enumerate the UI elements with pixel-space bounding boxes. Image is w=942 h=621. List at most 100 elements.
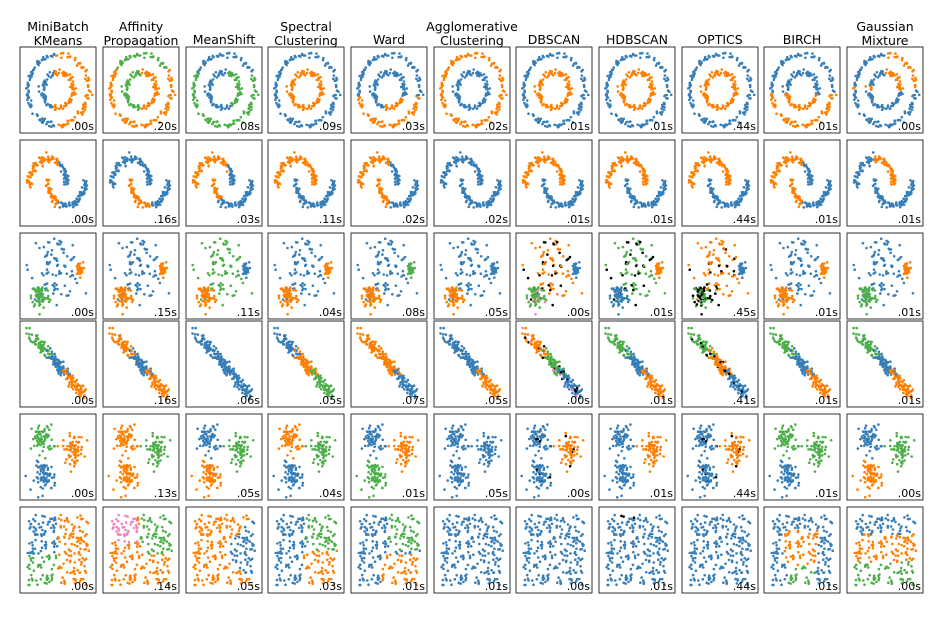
data-point — [720, 68, 723, 71]
data-point — [134, 105, 137, 109]
data-point — [703, 164, 706, 168]
data-point — [296, 124, 299, 128]
data-point — [898, 80, 902, 83]
data-point — [439, 93, 443, 97]
data-point — [83, 108, 87, 111]
data-point — [716, 105, 719, 109]
data-point — [723, 72, 726, 75]
data-point — [143, 56, 146, 60]
data-point — [45, 83, 48, 86]
data-point — [826, 110, 829, 113]
data-point — [204, 156, 208, 160]
data-point — [216, 196, 219, 199]
data-point — [865, 118, 869, 121]
data-point — [498, 74, 502, 77]
data-point — [805, 107, 809, 111]
data-point — [53, 205, 57, 209]
data-point — [440, 98, 443, 102]
data-point — [377, 120, 381, 124]
data-point — [330, 110, 333, 113]
data-point — [738, 199, 742, 203]
data-point — [533, 63, 536, 67]
data-point — [83, 191, 86, 195]
data-point — [309, 123, 313, 127]
data-point — [374, 86, 377, 90]
data-point — [84, 185, 87, 188]
data-point — [544, 71, 548, 74]
data-point — [27, 96, 31, 99]
data-point — [632, 70, 636, 74]
data-point — [250, 77, 253, 81]
data-point — [737, 203, 741, 207]
data-point — [910, 101, 914, 105]
data-point — [321, 58, 325, 62]
data-point — [220, 198, 223, 201]
data-point — [624, 178, 628, 181]
data-point — [815, 75, 818, 79]
data-point — [236, 86, 240, 89]
data-point — [495, 113, 498, 116]
data-point — [811, 78, 815, 82]
data-point — [297, 104, 301, 107]
data-point — [812, 73, 816, 76]
data-point — [620, 55, 624, 59]
data-point — [804, 56, 807, 60]
data-point — [395, 102, 398, 105]
data-point — [160, 194, 164, 198]
data-point — [895, 55, 898, 59]
data-point — [444, 173, 447, 177]
data-point — [331, 101, 335, 105]
data-point — [209, 95, 212, 99]
data-point — [233, 52, 236, 55]
data-point — [478, 102, 481, 105]
data-point — [59, 104, 63, 107]
data-point — [449, 113, 453, 117]
data-point — [687, 87, 690, 90]
data-point — [137, 105, 140, 109]
data-point — [313, 174, 316, 178]
data-point — [716, 198, 719, 201]
data-point — [236, 92, 240, 95]
data-point — [412, 107, 415, 110]
data-point — [443, 182, 446, 186]
data-point — [441, 74, 444, 78]
data-point — [543, 186, 547, 190]
data-point — [654, 64, 658, 67]
data-point — [304, 163, 308, 167]
data-point — [285, 63, 288, 67]
data-point — [247, 107, 250, 110]
data-point — [566, 92, 570, 95]
data-point — [203, 90, 207, 93]
data-point — [459, 83, 462, 86]
data-point — [620, 164, 623, 168]
data-point — [770, 83, 773, 87]
data-point — [785, 121, 788, 124]
data-point — [858, 70, 861, 73]
data-point — [75, 64, 79, 67]
data-point — [197, 112, 200, 115]
data-point — [230, 102, 233, 105]
data-point — [314, 55, 317, 59]
data-point — [311, 71, 315, 75]
data-point — [395, 177, 399, 180]
data-point — [810, 119, 814, 123]
data-point — [134, 199, 137, 203]
data-point — [302, 105, 305, 109]
data-point — [875, 71, 879, 74]
data-point — [559, 167, 563, 171]
data-point — [163, 186, 167, 189]
data-point — [90, 93, 94, 97]
scatter-panel: .02s — [433, 139, 511, 227]
data-point — [770, 98, 773, 102]
data-point — [580, 77, 583, 81]
data-point — [653, 56, 656, 60]
data-point — [769, 93, 773, 97]
data-point — [504, 93, 508, 97]
data-point — [886, 106, 890, 109]
data-point — [477, 104, 480, 108]
data-point — [274, 83, 278, 87]
data-point — [369, 118, 373, 121]
data-point — [133, 157, 136, 161]
scatter-panel: .01s — [763, 139, 841, 227]
data-point — [440, 83, 444, 87]
